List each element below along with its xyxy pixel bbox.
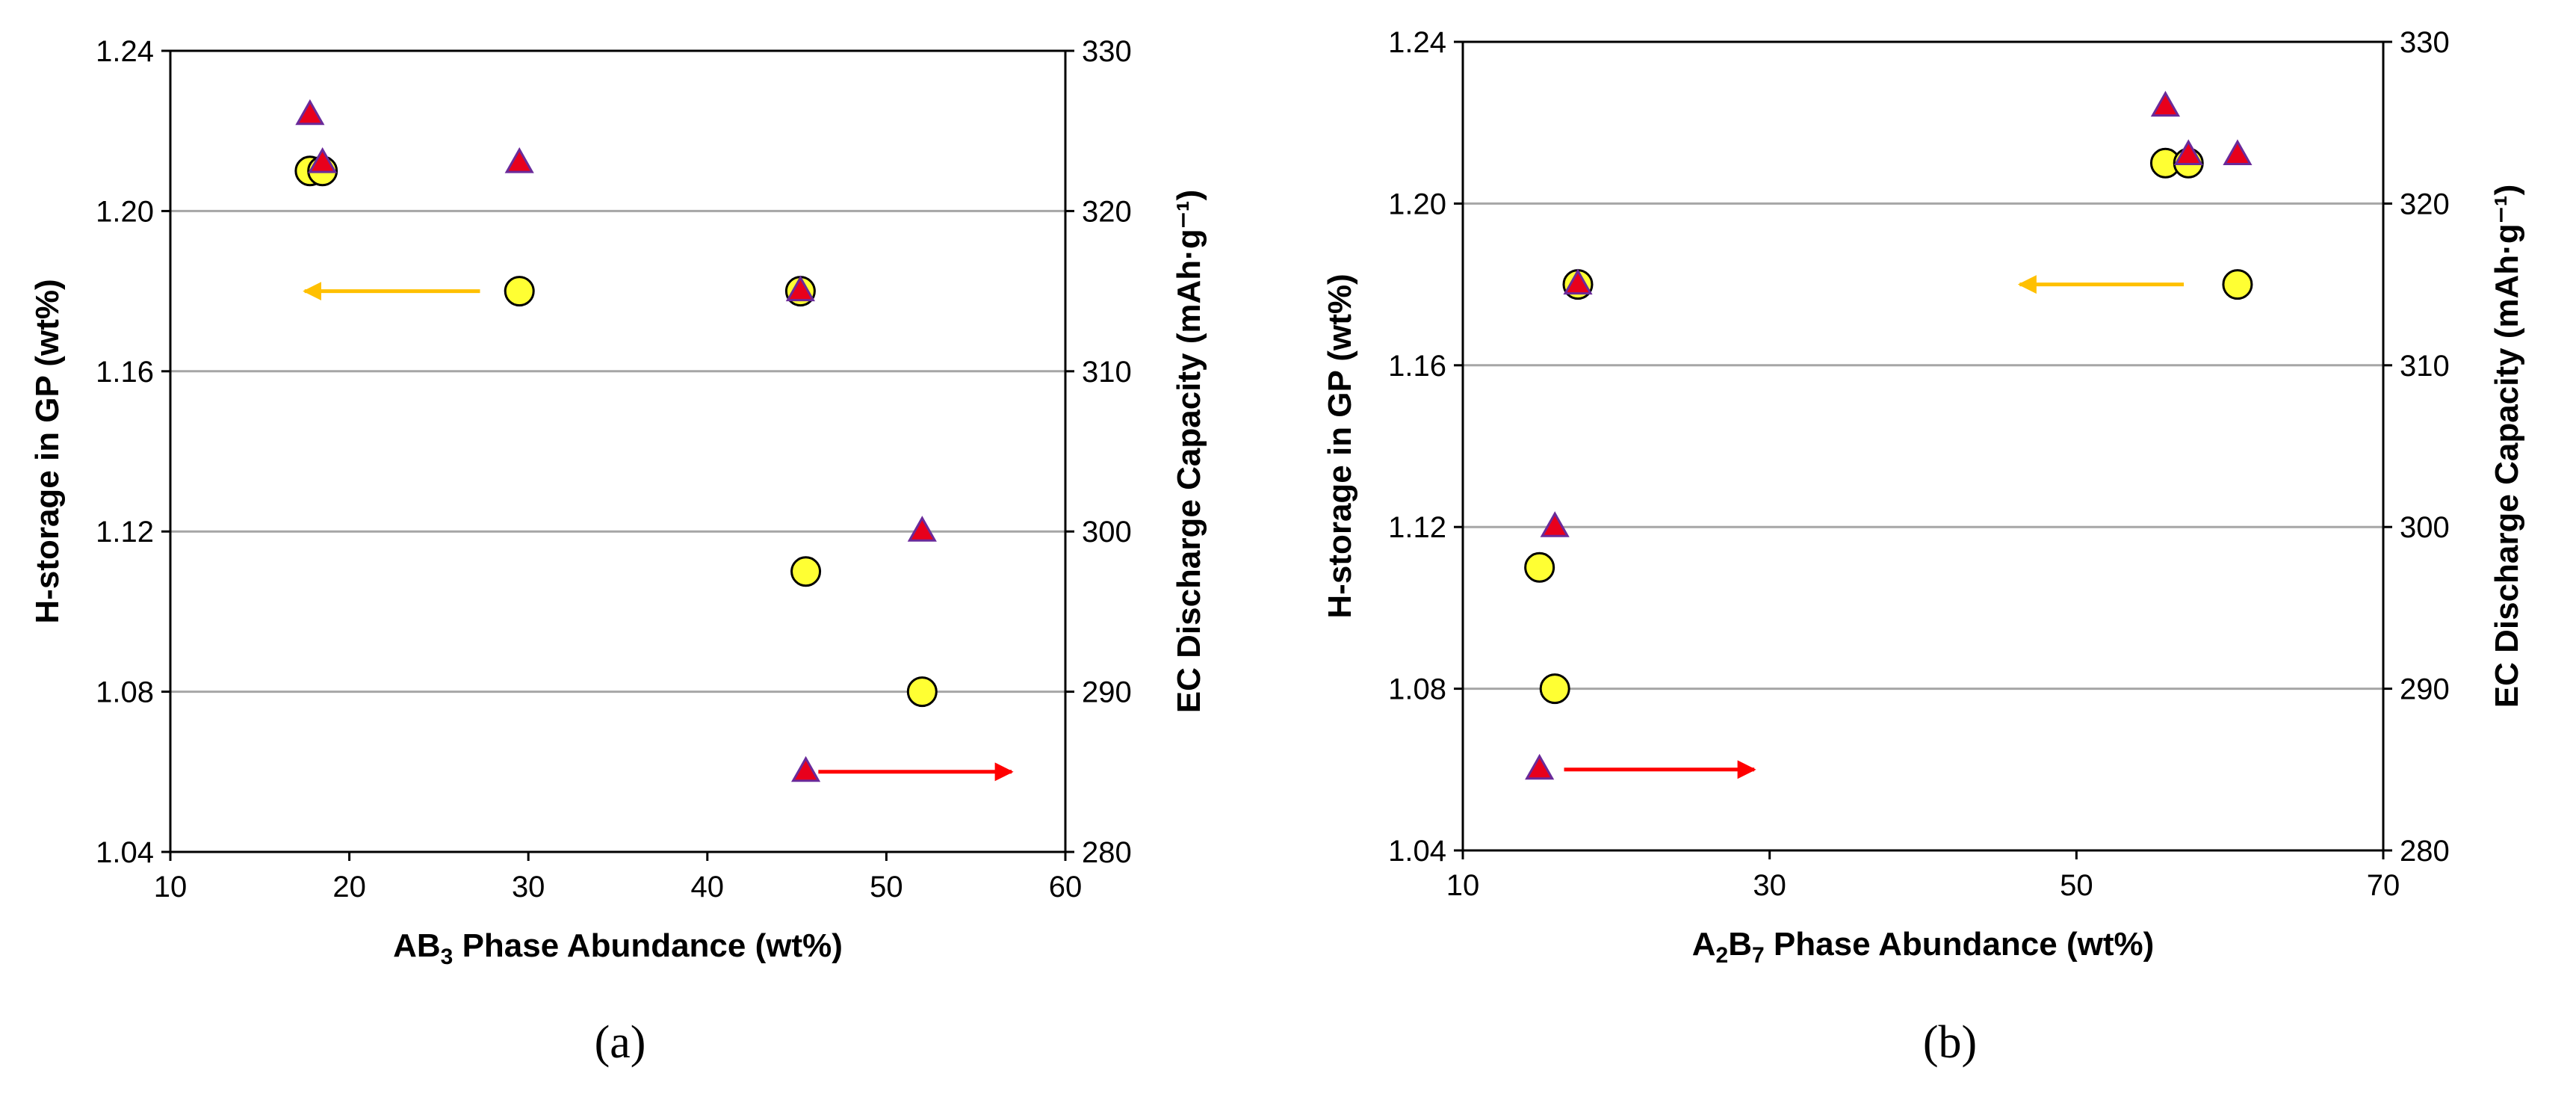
y-tick-label: 1.16 [96,356,154,389]
x-tick-label: 70 [2367,869,2400,902]
x-axis-label-part: B [1728,926,1752,963]
data-point-discharge-capacity [504,147,534,173]
x-tick-label: 60 [1049,871,1083,903]
x-axis-label-part: A [1692,926,1716,963]
x-axis-label-subscript: 2 [1716,943,1729,968]
x-tick-label: 40 [691,871,725,903]
y-tick-label: 1.04 [96,836,154,869]
data-point-discharge-capacity [308,147,338,173]
y2-tick-label: 300 [1082,516,1132,549]
y2-axis-label: EC Discharge Capacity (mAh·g⁻¹) [2489,185,2525,708]
data-point-discharge-capacity [785,275,815,302]
data-point-discharge-capacity [295,99,325,126]
data-point-discharge-capacity [1525,753,1555,780]
data-point-discharge-capacity [1540,511,1570,537]
y-tick-label: 1.04 [1388,835,1446,868]
y-tick-label: 1.16 [1388,350,1446,383]
y-tick-label: 1.08 [96,676,154,709]
y2-tick-label: 320 [2400,188,2450,220]
data-point-h-storage [790,556,822,587]
y2-tick-label: 290 [1082,676,1132,709]
plot-frame [169,49,1067,853]
y-tick-label: 1.20 [1388,188,1446,220]
panel-label-b: (b) [1922,1017,1978,1068]
y-tick-label: 1.24 [1388,26,1446,59]
y2-tick-label: 310 [1082,356,1132,389]
data-point-discharge-capacity [791,756,821,782]
chart-b-svg: 1.04 1.08 1.12 1.16 1.20 1.24 280 290 300 310 320 3… [1322,26,2525,968]
chart-panel-b: 1.04 1.08 1.12 1.16 1.20 1.24 280 290 300 310 320 3… [1288,0,2576,1106]
y-axis-label: H-storage in GP (wt%) [1322,274,1358,618]
panel-label-a: (a) [594,1017,646,1068]
data-point-discharge-capacity [2173,139,2203,165]
y-tick-label: 1.24 [96,35,154,68]
x-axis-label: AB3 Phase Abundance (wt%) [393,927,843,969]
x-tick-label: 50 [870,871,903,903]
chart-panel-a: 1.04 1.08 1.12 1.16 1.20 1.24 280 290 300 310 320 3… [29,35,1207,1068]
x-axis-label-part: AB [393,927,441,964]
data-point-h-storage [906,676,938,708]
y2-tick-label: 290 [2400,673,2450,706]
data-point-h-storage [1539,673,1570,705]
y2-tick-label: 310 [2400,350,2450,383]
y2-tick-label: 280 [2400,835,2450,868]
x-tick-label: 30 [1753,869,1786,902]
x-axis-label: A2B7 Phase Abundance (wt%) [1692,926,2155,968]
x-tick-label: 10 [154,871,188,903]
x-axis-label-part: Phase Abundance (wt%) [1765,926,2155,963]
y2-tick-label: 300 [2400,511,2450,544]
y-axis-label: H-storage in GP (wt%) [29,279,66,623]
data-point-h-storage [2222,269,2253,300]
x-tick-label: 10 [1446,869,1480,902]
y2-tick-label: 280 [1082,836,1132,869]
y2-axis-label: EC Discharge Capacity (mAh·g⁻¹) [1171,190,1207,713]
x-tick-label: 20 [332,871,366,903]
data-point-discharge-capacity [2150,90,2181,117]
x-axis-label-part: Phase Abundance (wt%) [453,927,843,964]
x-tick-label: 50 [2060,869,2093,902]
data-point-discharge-capacity [1563,268,1593,295]
x-tick-label: 30 [512,871,545,903]
plot-frame [1461,40,2385,852]
data-point-h-storage [1524,552,1555,583]
data-point-discharge-capacity [907,516,937,542]
y2-tick-label: 330 [1082,35,1132,68]
y-tick-label: 1.12 [96,516,154,549]
y-tick-label: 1.08 [1388,673,1446,706]
y2-tick-label: 330 [2400,26,2450,59]
data-point-h-storage [504,276,535,307]
x-axis-label-subscript: 7 [1752,943,1765,968]
y-tick-label: 1.12 [1388,511,1446,544]
y-tick-label: 1.20 [96,195,154,228]
data-point-discharge-capacity [2223,139,2253,165]
y2-tick-label: 320 [1082,195,1132,228]
chart-a-svg: 1.041.081.121.161.201.242802903003103203… [29,35,1207,969]
x-axis-label-subscript: 3 [441,945,453,969]
